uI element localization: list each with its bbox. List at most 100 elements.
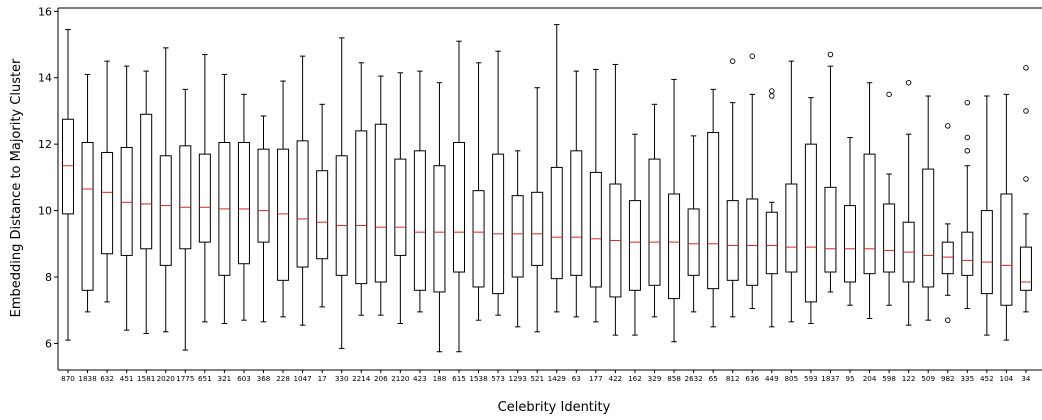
box-870 (62, 29, 74, 341)
box-body (277, 148, 290, 281)
box-body (179, 145, 192, 250)
box-body (531, 191, 544, 266)
x-tick-label: 509 (921, 374, 935, 383)
box-body (433, 165, 446, 293)
x-tick-label: 206 (374, 374, 388, 383)
box-body (1019, 246, 1032, 291)
box-982 (941, 123, 954, 323)
box-body (824, 186, 837, 273)
box-body (257, 148, 270, 243)
box-body (746, 198, 759, 286)
x-tick-label: 228 (276, 374, 290, 383)
x-tick-label: 95 (845, 374, 854, 383)
box-329 (648, 103, 661, 318)
x-tick-label: 1538 (469, 374, 488, 383)
box-body (785, 183, 798, 273)
x-tick-label: 573 (491, 374, 505, 383)
x-tick-label: 122 (902, 374, 916, 383)
outlier-point (769, 93, 775, 99)
box-2020 (159, 47, 172, 333)
box-body (883, 203, 896, 273)
box-body (941, 241, 954, 275)
box-422 (609, 63, 622, 336)
outlier-point (1023, 176, 1029, 182)
box-body (765, 211, 778, 275)
x-tick-label: 603 (237, 374, 251, 383)
box-603 (237, 93, 250, 321)
box-1538 (472, 62, 485, 321)
box-65 (707, 88, 720, 328)
x-tick-label: 598 (882, 374, 896, 383)
box-body (648, 158, 661, 286)
box-body (628, 200, 641, 291)
x-tick-label: 452 (980, 374, 994, 383)
x-tick-label: 1047 (293, 374, 311, 383)
box-206 (374, 75, 387, 316)
box-509 (922, 95, 935, 321)
box-521 (531, 87, 544, 333)
x-tick-label: 1838 (78, 374, 97, 383)
outlier-point (964, 99, 971, 106)
box-598 (883, 91, 896, 306)
x-tick-label: 330 (335, 374, 349, 383)
box-body (1000, 193, 1013, 306)
box-1047 (296, 55, 309, 326)
x-tick-label: 2020 (157, 374, 176, 383)
box-335 (961, 99, 974, 310)
box-body (140, 113, 153, 250)
box-95 (844, 137, 856, 306)
box-body (589, 171, 602, 288)
box-1775 (179, 88, 192, 351)
box-17 (316, 103, 329, 308)
box-body (453, 142, 465, 273)
y-axis-title: Embedding Distance to Majority Cluster (9, 58, 24, 317)
x-tick-label: 368 (257, 374, 271, 383)
box-body (472, 190, 485, 288)
box-body (316, 170, 329, 260)
x-axis-title: Celebrity Identity (498, 400, 611, 415)
box-104 (1000, 93, 1013, 341)
box-636 (746, 53, 759, 310)
box-body (492, 153, 505, 295)
x-tick-label: 870 (61, 374, 75, 383)
x-tick-label: 651 (198, 374, 212, 383)
x-tick-label: 17 (318, 374, 327, 383)
box-body (198, 153, 211, 243)
box-body (570, 150, 583, 276)
box-2120 (394, 72, 407, 325)
x-axis: 870 1838 632 451 1581 2020 1775 651 321 603 368 228… (58, 369, 1042, 383)
x-tick-label: 335 (960, 374, 974, 383)
box-1429 (550, 24, 563, 313)
x-tick-label: 858 (667, 374, 681, 383)
x-tick-label: 632 (100, 374, 114, 383)
x-tick-label: 422 (609, 374, 623, 383)
x-tick-label: 2632 (684, 374, 702, 383)
x-tick-label: 451 (120, 374, 134, 383)
box-573 (492, 50, 505, 316)
box-body (961, 231, 974, 276)
outlier-point (905, 79, 912, 86)
box-34 (1019, 65, 1032, 313)
x-tick-label: 329 (648, 374, 662, 383)
x-tick-label: 177 (589, 374, 603, 383)
box-162 (628, 133, 641, 336)
x-tick-label: 104 (1000, 374, 1014, 383)
box-330 (335, 37, 348, 349)
box-1838 (81, 73, 94, 313)
x-tick-label: 449 (765, 374, 779, 383)
outlier-point (945, 123, 951, 129)
box-body (81, 142, 94, 291)
box-body (687, 208, 700, 276)
box-body (335, 155, 348, 276)
box-body (413, 150, 426, 291)
x-tick-label: 982 (941, 374, 955, 383)
box-204 (863, 82, 876, 320)
x-tick-label: 188 (433, 374, 447, 383)
outlier-point (749, 53, 756, 59)
outlier-point (827, 51, 834, 58)
outlier-point (886, 91, 892, 98)
box-body (511, 195, 524, 278)
y-tick-label: 8 (45, 271, 52, 284)
box-805 (785, 60, 798, 323)
